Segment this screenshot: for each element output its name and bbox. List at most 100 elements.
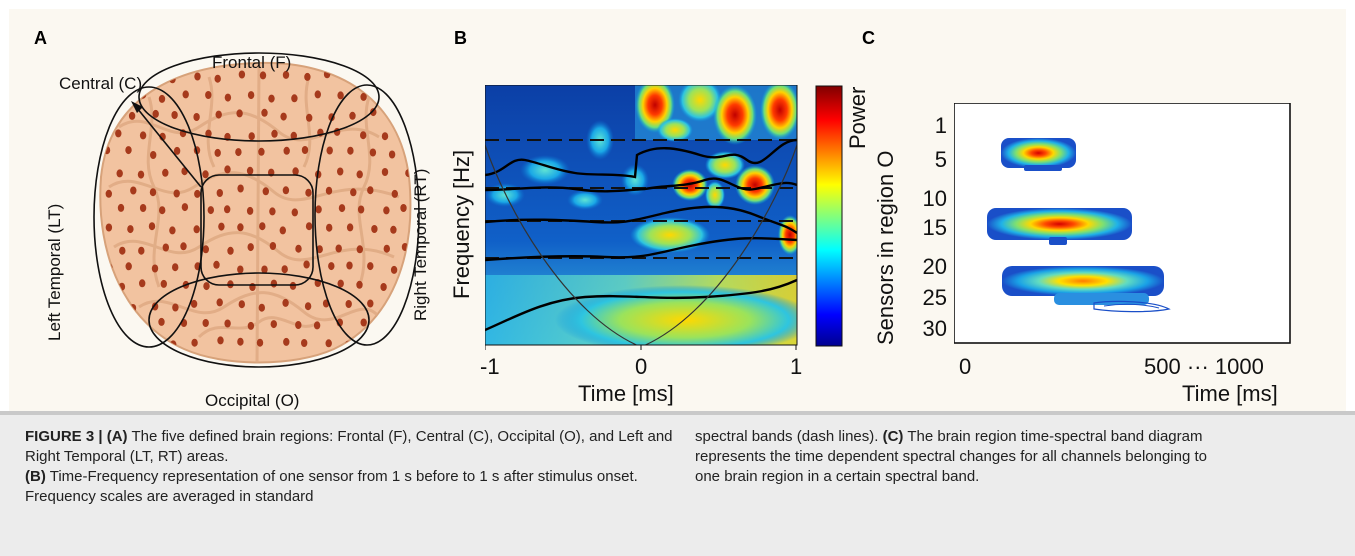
- sensor-dot: [328, 262, 335, 271]
- central-region-outline: [200, 174, 314, 286]
- sensor-dot: [172, 303, 179, 312]
- sensor-dot: [335, 244, 342, 253]
- sensor-dot: [290, 131, 297, 140]
- caption-left-column: FIGURE 3 | (A) The five defined brain re…: [25, 427, 685, 507]
- region-ytick-30: 30: [922, 316, 947, 341]
- sensor-dot: [280, 112, 287, 121]
- sensor-dot: [369, 148, 377, 157]
- sensor-dot: [218, 222, 225, 231]
- sensor-dot: [282, 186, 290, 195]
- sensor-dot: [258, 147, 265, 156]
- blob-band-2: [987, 208, 1132, 240]
- sensor-dot: [283, 146, 290, 155]
- sensor-dot: [305, 222, 313, 231]
- sensor-dot: [224, 319, 231, 328]
- sensor-dot: [337, 167, 344, 176]
- sensor-dot: [248, 132, 255, 141]
- sensor-dot: [370, 108, 377, 117]
- sensor-dot: [103, 110, 110, 119]
- sensor-dot: [246, 206, 254, 215]
- sensor-dot: [289, 281, 297, 290]
- tf-ylabel: Frequency [Hz]: [449, 149, 474, 299]
- sensor-dot: [337, 91, 344, 100]
- sensor-dot: [152, 109, 159, 118]
- sensor-dot: [380, 283, 387, 291]
- time-frequency-plot: [485, 85, 798, 350]
- sensor-dot: [326, 146, 333, 155]
- right-temporal-region-outline: [314, 84, 420, 346]
- sensor-dot: [216, 298, 223, 307]
- sensor-dot: [301, 339, 308, 347]
- sensor-dot: [271, 129, 278, 138]
- sensor-dot: [139, 131, 147, 140]
- sensor-dot: [367, 186, 374, 195]
- sensor-dot: [128, 111, 136, 120]
- sensor-dot: [182, 90, 189, 99]
- sensor-dot: [388, 150, 396, 159]
- sensor-dot: [247, 321, 255, 330]
- sensor-dot: [130, 186, 137, 195]
- sensor-dot: [181, 203, 189, 212]
- sensor-dot: [283, 337, 290, 346]
- sensor-dot: [224, 93, 232, 102]
- sensor-dot: [402, 322, 409, 331]
- sensor-dot: [304, 302, 312, 311]
- sensor-dot: [381, 168, 389, 176]
- sensor-dot: [193, 225, 200, 234]
- sensor-dot: [261, 265, 268, 274]
- sensor-dot: [350, 75, 357, 84]
- caption-a-text: The five defined brain regions: Frontal …: [25, 428, 673, 465]
- region-ytick-1: 1: [934, 113, 947, 138]
- caption-figure-label: FIGURE 3 |: [25, 428, 103, 445]
- region-xlabel: Time [ms]: [1182, 381, 1278, 406]
- sensor-dot: [237, 337, 244, 346]
- sensor-dot: [173, 189, 180, 198]
- left-temporal-label: Left Temporal (LT): [45, 203, 64, 341]
- blob-band-3: [1002, 266, 1164, 296]
- occipital-region-outline: [148, 272, 370, 368]
- sensor-dot: [360, 131, 367, 140]
- sensor-dot: [116, 169, 123, 178]
- sensor-dot: [216, 189, 223, 197]
- sensor-dot: [237, 184, 244, 193]
- sensor-dot: [262, 187, 269, 196]
- sensor-dot: [160, 279, 167, 288]
- sensor-dot: [214, 74, 221, 83]
- sensor-dot: [202, 245, 209, 254]
- panel-b-letter: B: [454, 28, 467, 48]
- tf-xlabel: Time [ms]: [578, 381, 674, 406]
- sensor-dot: [214, 148, 221, 157]
- sensor-dot: [326, 223, 333, 232]
- sensor-dot: [357, 205, 365, 214]
- brain-map: [93, 52, 420, 368]
- sensor-dot: [224, 165, 231, 174]
- sensor-dot: [316, 245, 323, 254]
- sensor-dot: [295, 321, 302, 329]
- sensor-dot: [194, 189, 201, 198]
- right-temporal-label: Right Temporal (RT): [411, 168, 430, 321]
- figure-caption: FIGURE 3 | (A) The five defined brain re…: [0, 411, 1355, 556]
- sensor-dot: [224, 205, 231, 214]
- power-colorbar: [815, 85, 843, 347]
- sensor-dot: [150, 151, 157, 159]
- frontal-label: Frontal (F): [212, 53, 292, 72]
- tf-xtick-neg1: -1: [480, 354, 500, 379]
- sensor-dot: [356, 170, 363, 179]
- central-arrow-head: [131, 101, 143, 113]
- region-xtick-end: 500 ··· 1000: [1144, 354, 1264, 379]
- left-temporal-region-outline: [93, 86, 205, 348]
- sensor-dot: [119, 246, 126, 255]
- panel-c-letter: C: [862, 28, 875, 48]
- tf-xtick-1: 1: [790, 354, 803, 379]
- sensor-dot: [305, 188, 312, 197]
- sensor-dot: [227, 246, 234, 255]
- sensor-dot: [367, 262, 374, 271]
- sensor-dot: [402, 89, 409, 98]
- brain-silhouette: [99, 61, 412, 364]
- sensor-dot: [303, 260, 310, 269]
- occipital-label: Occipital (O): [205, 391, 300, 410]
- region-ytick-25: 25: [922, 285, 947, 310]
- sensor-dot: [105, 189, 112, 198]
- sensor-dot: [237, 223, 244, 232]
- sensor-dot: [190, 299, 198, 308]
